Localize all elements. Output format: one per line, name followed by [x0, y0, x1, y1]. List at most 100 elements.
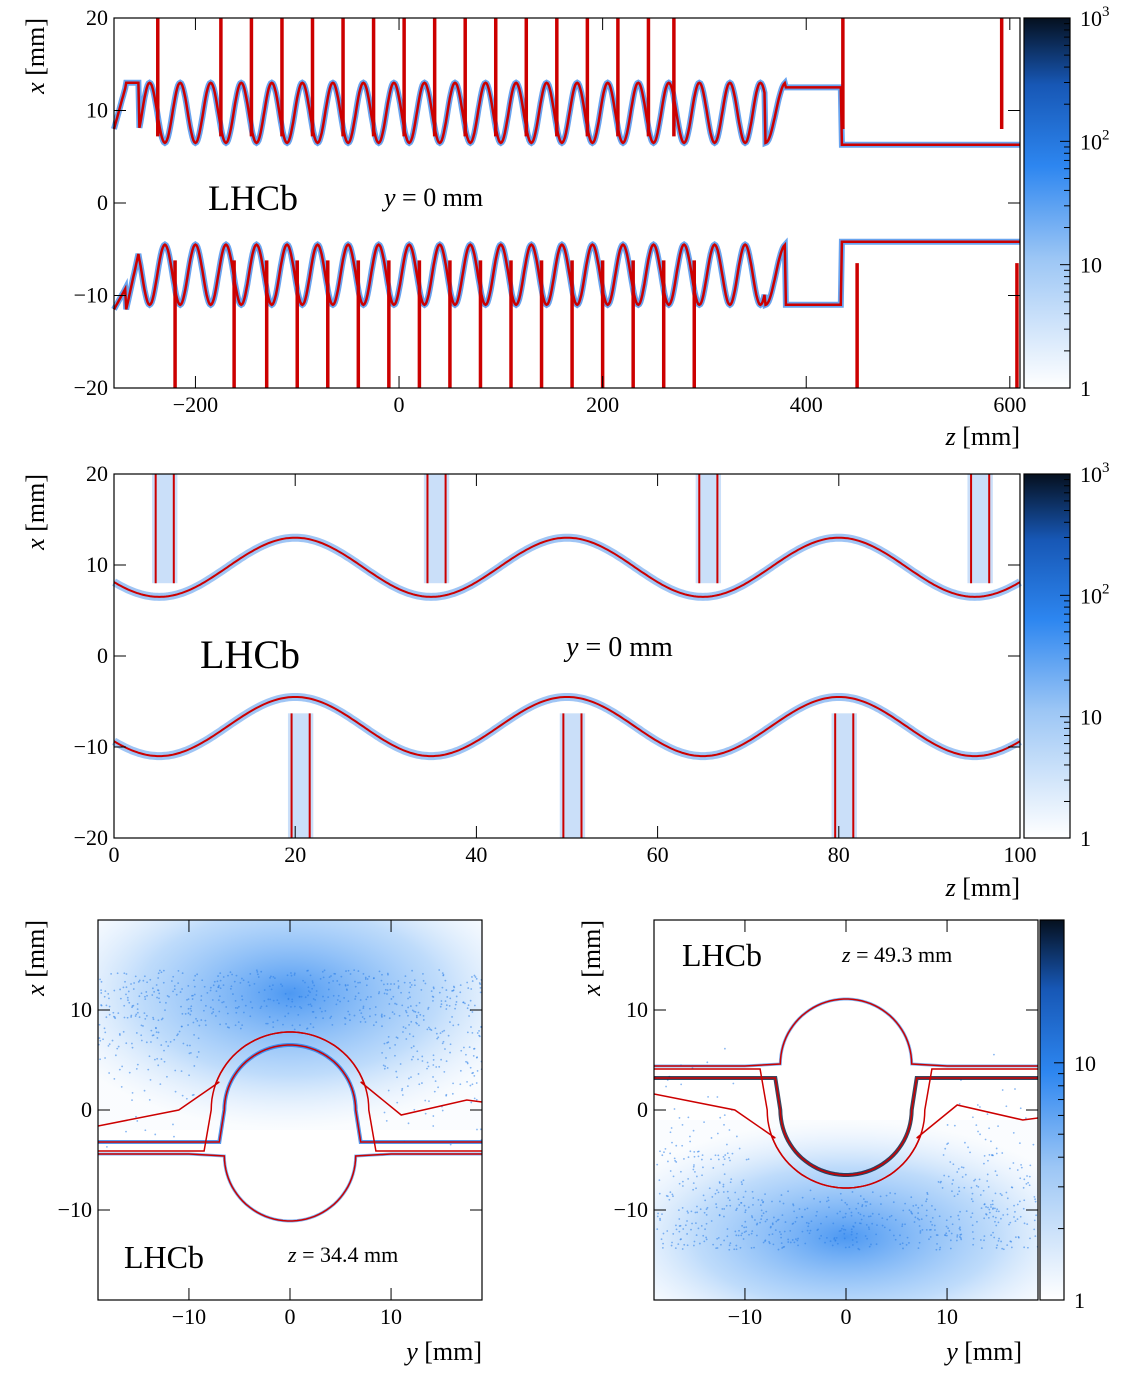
hit-point — [866, 1201, 868, 1203]
hit-point — [156, 997, 158, 999]
hit-point — [195, 1018, 197, 1020]
hit-point — [707, 1096, 709, 1098]
hit-point — [248, 981, 250, 983]
hit-point — [347, 984, 349, 986]
hit-point — [1033, 1228, 1035, 1230]
hit-point — [418, 1083, 420, 1085]
hit-point — [112, 1012, 114, 1014]
colorbar-tick-label: 103 — [1080, 460, 1110, 487]
hit-point — [836, 1237, 838, 1239]
hit-point — [902, 1210, 904, 1212]
hit-point — [319, 1007, 321, 1009]
hit-point — [889, 1216, 891, 1218]
hit-point — [973, 1238, 975, 1240]
hit-point — [931, 1205, 933, 1207]
hit-point — [245, 1005, 247, 1007]
hit-point — [718, 1159, 720, 1161]
hit-point — [736, 1248, 738, 1250]
hit-point — [902, 1248, 904, 1250]
hit-point — [466, 1081, 468, 1083]
hit-point — [723, 1216, 725, 1218]
hit-point — [992, 1200, 994, 1202]
hit-point — [965, 1174, 967, 1176]
hit-point — [793, 1210, 795, 1212]
hit-point — [146, 1015, 148, 1017]
hit-point — [988, 1217, 990, 1219]
hit-point — [693, 1182, 695, 1184]
hit-point — [466, 982, 468, 984]
hit-point — [384, 1065, 386, 1067]
hit-point — [828, 1199, 830, 1201]
hit-point — [1021, 1167, 1023, 1169]
hit-point — [365, 978, 367, 980]
hit-point — [1035, 1201, 1037, 1203]
hit-point — [314, 999, 316, 1001]
bottom-right-y-axis-title: x [mm] — [577, 920, 606, 997]
hit-point — [744, 1221, 746, 1223]
hit-point — [876, 1243, 878, 1245]
hit-point — [1007, 1197, 1009, 1199]
hit-point — [205, 1005, 207, 1007]
hit-point — [672, 1195, 674, 1197]
hit-point — [127, 997, 129, 999]
hit-point — [904, 1223, 906, 1225]
hit-point — [454, 1008, 456, 1010]
hit-point — [987, 1160, 989, 1162]
hit-point — [107, 993, 109, 995]
hit-point — [156, 1037, 158, 1039]
hit-point — [417, 1058, 419, 1060]
hit-point — [467, 1031, 469, 1033]
hit-point — [381, 1052, 383, 1054]
hit-point — [104, 996, 106, 998]
hit-point — [1013, 1205, 1015, 1207]
hit-point — [204, 1020, 206, 1022]
hit-point — [694, 1156, 696, 1158]
hit-point — [389, 989, 391, 991]
hit-point — [144, 1129, 146, 1131]
hit-point — [851, 1212, 853, 1214]
hit-point — [1033, 1196, 1035, 1198]
hit-point — [200, 999, 202, 1001]
hit-point — [972, 1231, 974, 1233]
hit-point — [781, 1194, 783, 1196]
hit-point — [192, 995, 194, 997]
hit-point — [99, 978, 101, 980]
hit-point — [680, 1225, 682, 1227]
hit-point — [479, 1036, 481, 1038]
hit-point — [852, 1244, 854, 1246]
hit-point — [167, 1045, 169, 1047]
hit-point — [926, 1209, 928, 1211]
hit-point — [743, 1226, 745, 1228]
hit-point — [988, 1186, 990, 1188]
hit-point — [339, 1001, 341, 1003]
hit-point — [473, 1055, 475, 1057]
hit-point — [1032, 1144, 1034, 1146]
hit-point — [456, 996, 458, 998]
hit-point — [975, 1124, 977, 1126]
hit-point — [402, 1031, 404, 1033]
hit-point — [951, 1233, 953, 1235]
hit-point — [1002, 1089, 1004, 1091]
hit-point — [780, 1237, 782, 1239]
hit-point — [426, 1028, 428, 1030]
hit-point — [425, 1113, 427, 1115]
hit-point — [696, 1176, 698, 1178]
hit-point — [363, 1018, 365, 1020]
hit-point — [158, 997, 160, 999]
colorbar-tick-label: 102 — [1080, 581, 1110, 608]
hit-point — [292, 1024, 294, 1026]
hit-point — [464, 1003, 466, 1005]
hit-point — [795, 1221, 797, 1223]
hit-point — [117, 1012, 119, 1014]
hit-point — [227, 1026, 229, 1028]
hit-point — [144, 998, 146, 1000]
hit-point — [218, 986, 220, 988]
hit-point — [1023, 1178, 1025, 1180]
hit-point — [313, 998, 315, 1000]
hit-point — [994, 1221, 996, 1223]
hit-point — [100, 992, 102, 994]
hit-point — [386, 1042, 388, 1044]
hit-point — [442, 987, 444, 989]
hit-point — [996, 1244, 998, 1246]
hit-point — [388, 1090, 390, 1092]
